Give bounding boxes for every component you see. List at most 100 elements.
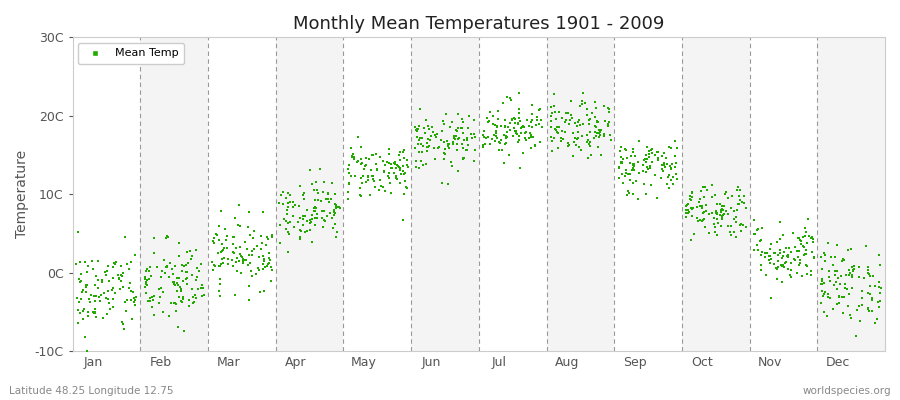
Point bbox=[397, 146, 411, 153]
Point bbox=[293, 226, 308, 233]
Point bbox=[74, 296, 88, 303]
Point bbox=[696, 184, 710, 190]
Point bbox=[446, 139, 461, 145]
Point bbox=[370, 166, 384, 173]
Point bbox=[94, 292, 108, 298]
Point bbox=[464, 135, 479, 142]
Point bbox=[253, 288, 267, 295]
Point bbox=[814, 276, 829, 282]
Point bbox=[441, 143, 455, 149]
Point bbox=[580, 138, 595, 145]
Point bbox=[790, 248, 805, 254]
Point bbox=[687, 230, 701, 237]
Point bbox=[78, 284, 93, 290]
Point bbox=[793, 256, 807, 263]
Point bbox=[612, 164, 626, 170]
Point bbox=[814, 288, 829, 295]
Point bbox=[233, 251, 248, 257]
Point bbox=[414, 141, 428, 148]
Point bbox=[690, 215, 705, 222]
Point bbox=[380, 159, 394, 166]
Point bbox=[174, 298, 188, 304]
Point bbox=[662, 174, 676, 180]
Point bbox=[620, 154, 634, 161]
Point bbox=[365, 173, 380, 180]
Point bbox=[238, 238, 253, 245]
Point bbox=[227, 249, 241, 256]
Point bbox=[614, 153, 628, 160]
Point bbox=[853, 318, 868, 324]
Point bbox=[229, 245, 243, 252]
Point bbox=[158, 257, 172, 264]
Point bbox=[760, 250, 774, 256]
Point bbox=[393, 157, 408, 163]
Point bbox=[575, 98, 590, 104]
Point bbox=[860, 269, 875, 276]
Point bbox=[534, 116, 548, 123]
Point bbox=[128, 252, 142, 258]
Point bbox=[747, 217, 761, 223]
Point bbox=[410, 157, 424, 164]
Point bbox=[689, 204, 704, 210]
Point bbox=[397, 171, 411, 177]
Point bbox=[152, 300, 166, 306]
Point bbox=[623, 171, 637, 177]
Point bbox=[161, 234, 176, 240]
Point bbox=[147, 293, 161, 299]
Point bbox=[781, 254, 796, 260]
Point bbox=[444, 158, 458, 165]
Point bbox=[497, 160, 511, 166]
Point bbox=[112, 276, 126, 282]
Point bbox=[557, 118, 572, 125]
Point bbox=[569, 142, 583, 149]
Point bbox=[454, 116, 469, 123]
Point bbox=[855, 287, 869, 294]
Point bbox=[179, 281, 194, 287]
Point bbox=[793, 237, 807, 244]
Point bbox=[445, 119, 459, 125]
Point bbox=[865, 297, 879, 304]
Point bbox=[346, 154, 361, 160]
Point bbox=[415, 149, 429, 155]
Point bbox=[456, 119, 471, 126]
Point bbox=[254, 233, 268, 240]
Point bbox=[328, 207, 342, 214]
Point bbox=[231, 258, 246, 264]
Point bbox=[431, 144, 446, 150]
Point bbox=[205, 259, 220, 266]
Text: worldspecies.org: worldspecies.org bbox=[803, 386, 891, 396]
Point bbox=[113, 272, 128, 278]
Point bbox=[317, 208, 331, 214]
Point bbox=[214, 260, 229, 267]
Point bbox=[758, 250, 772, 256]
Point bbox=[618, 170, 633, 176]
Point bbox=[354, 156, 368, 162]
Point bbox=[256, 261, 271, 267]
Point bbox=[396, 149, 410, 155]
Point bbox=[863, 290, 878, 297]
Point bbox=[418, 130, 432, 136]
Point bbox=[138, 284, 152, 290]
Point bbox=[373, 177, 387, 184]
Point bbox=[227, 234, 241, 240]
Point bbox=[273, 239, 287, 246]
Point bbox=[454, 141, 469, 147]
Point bbox=[828, 254, 842, 260]
Point bbox=[515, 123, 529, 130]
Point bbox=[644, 147, 658, 153]
Point bbox=[395, 217, 410, 223]
Point bbox=[85, 258, 99, 265]
Point bbox=[516, 123, 530, 129]
Point bbox=[224, 257, 238, 263]
Point bbox=[762, 253, 777, 259]
Point bbox=[510, 138, 525, 145]
Point bbox=[656, 162, 670, 168]
Point bbox=[589, 124, 603, 130]
Point bbox=[139, 268, 153, 274]
Point bbox=[228, 292, 242, 299]
Point bbox=[262, 255, 276, 262]
Point bbox=[868, 283, 882, 289]
Point bbox=[482, 140, 497, 147]
Point bbox=[857, 274, 871, 281]
Point bbox=[709, 216, 724, 222]
